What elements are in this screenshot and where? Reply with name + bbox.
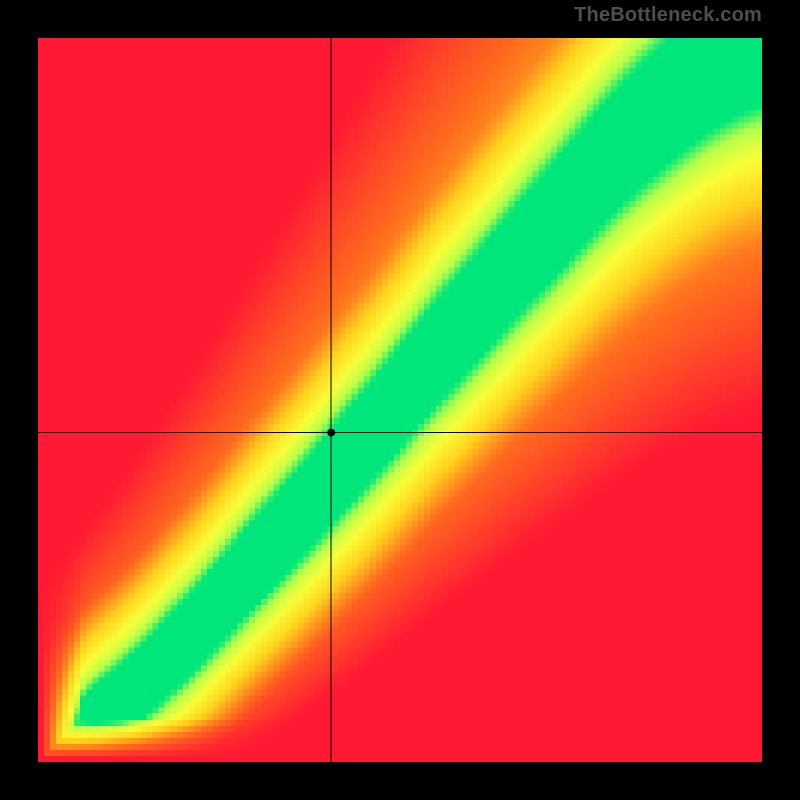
bottleneck-heatmap: [38, 38, 762, 762]
watermark-text: TheBottleneck.com: [574, 4, 762, 27]
heatmap-canvas: [38, 38, 762, 762]
